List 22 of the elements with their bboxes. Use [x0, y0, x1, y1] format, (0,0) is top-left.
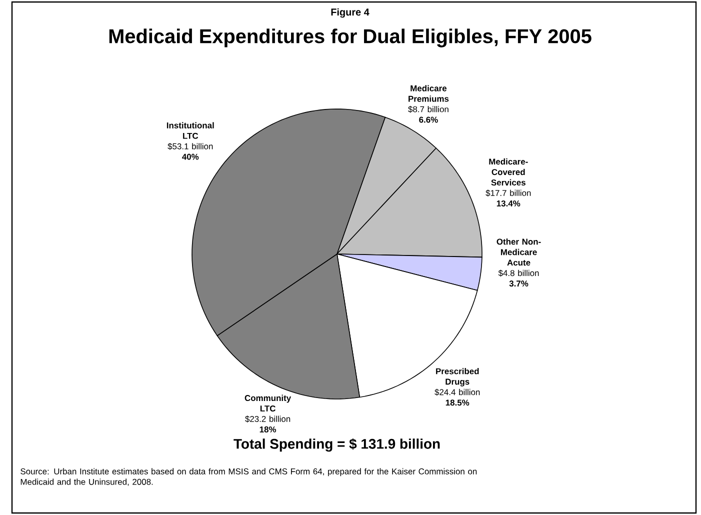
- data-label: 3.7%: [509, 280, 528, 287]
- text: $24.4 billion: [434, 388, 480, 396]
- text: Total Spending = $ 131.9 billion: [234, 438, 440, 452]
- text: $8.7 billion: [408, 106, 448, 113]
- slice-label: Community LTC: [244, 394, 292, 412]
- text: $23.2 billion: [245, 416, 290, 422]
- text: $53.1 billion: [168, 142, 213, 150]
- slice-label: Prescribed Drugs: [436, 368, 479, 386]
- source-note: Source: Urban Institute estimates based on data from MSIS and CMS Form 64, prepared for the Kaiser Commission on Medicaid and the Uninsured, 2008.: [20, 468, 477, 486]
- slice-label: Medicare-Covered Services: [489, 158, 528, 186]
- data-label: 18%: [260, 426, 276, 432]
- slice-label: Medicare Premiums: [408, 85, 449, 102]
- text: $17.7 billion: [486, 190, 531, 197]
- data-label: 40%: [182, 154, 199, 160]
- data-label: 18.5%: [446, 400, 470, 406]
- text: $4.8 billion: [498, 270, 539, 277]
- chart-title: Medicaid Expenditures for Dual Eligibles, FFY 2005: [109, 28, 592, 48]
- data-label: 13.4%: [496, 200, 520, 206]
- chart-subtitle: Figure 4: [331, 8, 370, 18]
- slice-label: Institutional LTC: [166, 122, 214, 139]
- slice-label: Other Non-Medicare Acute: [496, 238, 541, 266]
- data-label: 6.6%: [419, 116, 438, 123]
